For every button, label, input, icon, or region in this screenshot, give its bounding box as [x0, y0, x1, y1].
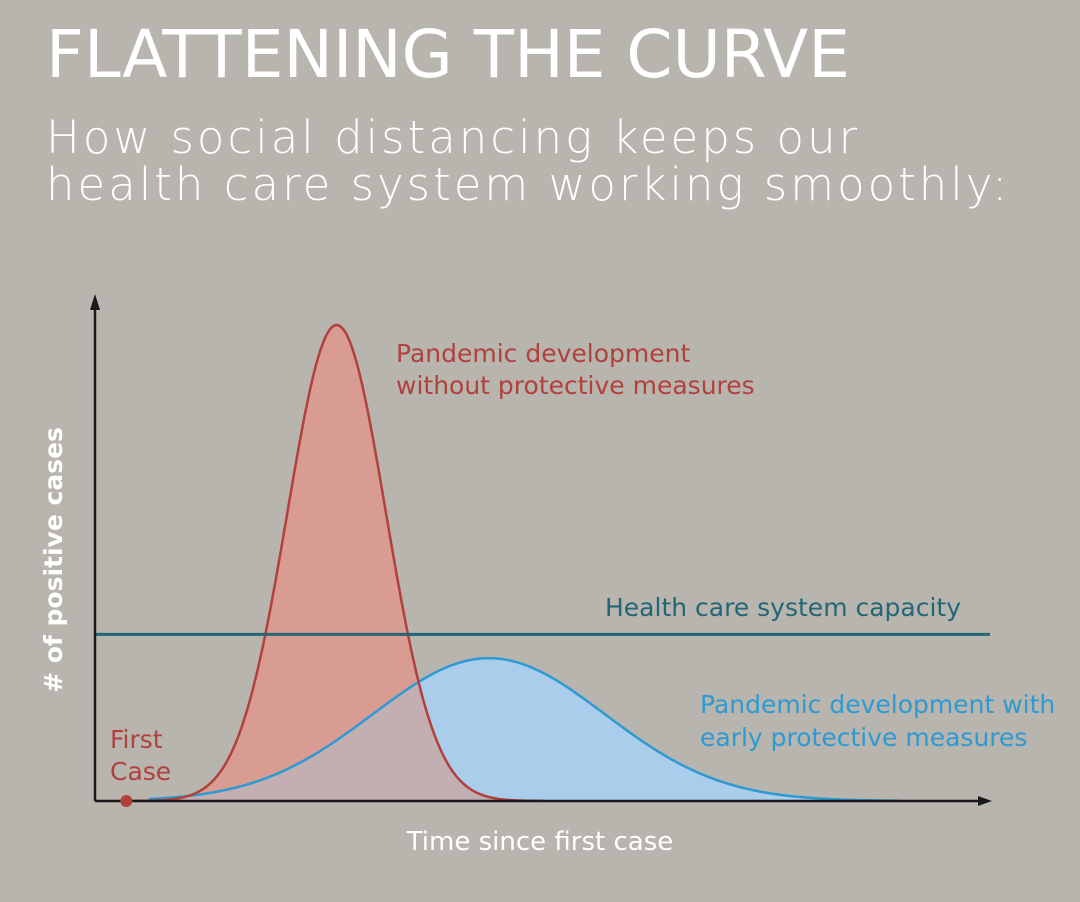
- first-case-marker: [120, 795, 133, 807]
- subtitle-line-2: health care system working smoothly:: [46, 158, 1011, 211]
- chart-subtitle: How social distancing keeps our health c…: [46, 114, 1010, 208]
- red-series-label-line-1: Pandemic development: [396, 339, 690, 368]
- overlap-area: [148, 682, 543, 801]
- x-axis-arrow: [978, 796, 992, 806]
- red-series-label: Pandemic development without protective …: [396, 339, 755, 400]
- y-axis-arrow: [90, 294, 100, 310]
- axes: [90, 294, 992, 806]
- blue-series-label: Pandemic development with early protecti…: [700, 690, 1055, 752]
- red-curve-line: [126, 323, 543, 803]
- chart-title: FLATTENING THE CURVE: [46, 16, 850, 93]
- red-series-label-line-2: without protective measures: [396, 371, 755, 400]
- capacity-label: Health care system capacity: [605, 593, 961, 622]
- red-curve-area: [126, 325, 543, 801]
- y-axis-label: # of positive cases: [39, 427, 68, 693]
- area-fills: [126, 325, 901, 801]
- blue-curve-line: [148, 656, 901, 802]
- blue-series-label-line-2: early protective measures: [700, 723, 1027, 752]
- first-case-label-line-1: First: [110, 725, 163, 754]
- blue-series-label-line-1: Pandemic development with: [700, 690, 1055, 719]
- subtitle-line-1: How social distancing keeps our: [46, 111, 861, 164]
- x-axis-label: Time since first case: [406, 827, 674, 857]
- first-case-label-line-2: Case: [110, 757, 171, 786]
